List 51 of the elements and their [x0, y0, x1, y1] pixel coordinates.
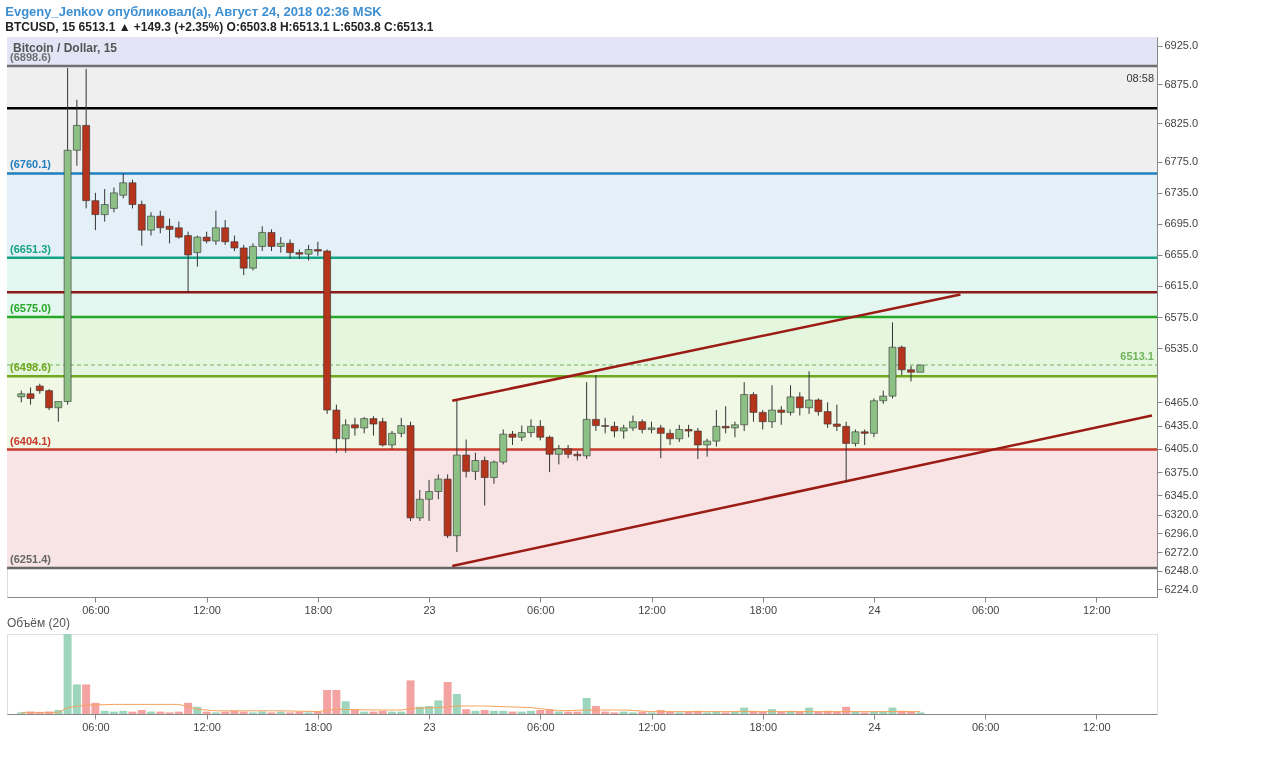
y-tick-label: 6296.0 — [1164, 526, 1199, 539]
y-tick-label: 6875.0 — [1164, 77, 1199, 90]
x-tick-label: 23 — [423, 720, 436, 733]
ref-line-label: (6404.1) — [10, 434, 52, 447]
y-tick-label: 6655.0 — [1164, 248, 1199, 261]
y-tick-label: 6695.0 — [1164, 217, 1199, 230]
y-tick-label: 6224.0 — [1164, 582, 1199, 595]
ref-line-label: 6513.1 — [1120, 350, 1154, 363]
y-tick-label: 6320.0 — [1164, 508, 1199, 521]
x-tick-label: 12:00 — [1083, 603, 1111, 616]
y-tick-label: 6345.0 — [1164, 488, 1199, 501]
x-tick-label: 18:00 — [304, 603, 333, 616]
ref-line-label: (6651.3) — [10, 242, 52, 255]
x-tick-label: 06:00 — [82, 603, 110, 616]
x-tick-label: 18:00 — [304, 720, 333, 733]
y-tick-label: 6615.0 — [1164, 279, 1199, 292]
y-tick-label: 6925.0 — [1164, 39, 1199, 52]
y-tick-label: 6405.0 — [1164, 442, 1199, 455]
ref-line-label: (6760.1) — [10, 158, 52, 171]
y-tick-label: 6825.0 — [1164, 116, 1199, 129]
x-tick-label: 24 — [868, 603, 881, 616]
ref-line-label: (6251.4) — [10, 552, 52, 565]
x-tick-label: 12:00 — [193, 603, 221, 616]
x-tick-label: 06:00 — [971, 603, 1000, 616]
x-tick-label: 06:00 — [527, 720, 555, 733]
x-tick-label: 06:00 — [527, 603, 555, 616]
x-tick-label: 12:00 — [638, 720, 666, 733]
chart-title: Объём (20) — [7, 616, 70, 630]
y-tick-label: 6535.0 — [1164, 341, 1199, 354]
chart-subtitle: BTCUSD, 15 6513.1 ▲ +149.3 (+2.35%) O:6503.8 H:6513.1 L:6503.8 C:6513.1 — [5, 19, 434, 34]
x-tick-label: 18:00 — [749, 720, 777, 733]
x-tick-label: 12:00 — [638, 603, 666, 616]
ref-line-label: (6575.0) — [10, 302, 52, 314]
annotation: 08:58 — [1126, 72, 1154, 84]
x-tick-label: 23 — [423, 603, 436, 616]
x-tick-label: 12:00 — [193, 720, 221, 733]
x-tick-label: 18:00 — [749, 603, 777, 616]
ref-line-label: (6498.6) — [10, 361, 52, 374]
x-tick-label: 12:00 — [1083, 720, 1111, 733]
x-tick-label: 24 — [868, 720, 881, 733]
y-tick-label: 6575.0 — [1164, 310, 1199, 323]
chart-title: Evgeny_Jenkov опубликовал(а), Август 24, 2018 02:36 MSK — [5, 3, 383, 19]
x-tick-label: 06:00 — [82, 720, 110, 733]
y-tick-label: 6735.0 — [1164, 186, 1199, 199]
x-tick-label: 06:00 — [971, 720, 1000, 733]
y-tick-label: 6248.0 — [1164, 564, 1199, 577]
y-tick-label: 6775.0 — [1164, 155, 1199, 168]
y-tick-label: 6375.0 — [1164, 465, 1199, 478]
y-tick-label: 6465.0 — [1164, 395, 1199, 408]
y-tick-label: 6435.0 — [1164, 419, 1199, 432]
y-tick-label: 6272.0 — [1164, 545, 1199, 558]
